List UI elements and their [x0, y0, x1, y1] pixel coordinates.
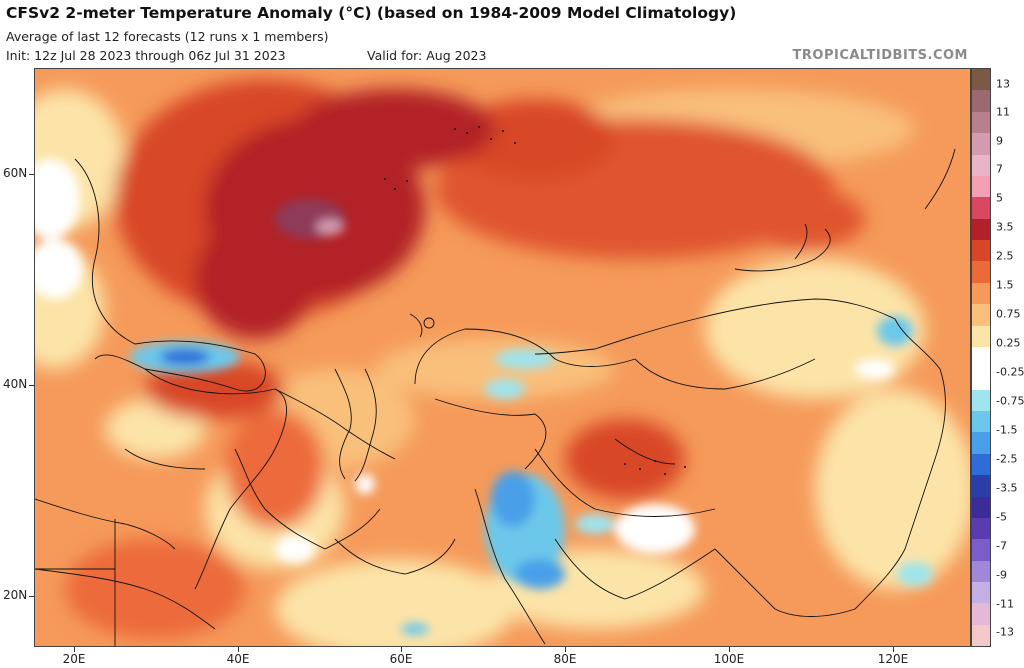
colorbar-label: -13 — [996, 625, 1014, 639]
colorbar-label: 3.5 — [996, 220, 1014, 234]
colorbar-label: 5 — [996, 191, 1003, 205]
inland-seas — [334, 313, 435, 482]
lon-label-20e: 20E — [62, 652, 86, 666]
colorbar-swatch — [972, 175, 990, 198]
lat-tick-20 — [29, 596, 34, 597]
colorbar-swatch — [972, 624, 990, 647]
colorbar-label: 0.25 — [996, 336, 1021, 350]
colorbar-label: -0.25 — [996, 365, 1024, 379]
site-credit[interactable]: TROPICALTIDBITS.COM — [792, 48, 968, 63]
init-info: Init: 12z Jul 28 2023 through 06z Jul 31… — [6, 48, 286, 63]
colorbar-swatch — [972, 218, 990, 240]
lon-tick-120 — [893, 647, 894, 652]
colorbar-label: 9 — [996, 134, 1003, 148]
colorbar — [971, 68, 991, 647]
map-svg — [35, 69, 970, 646]
colorbar-label: -2.5 — [996, 452, 1018, 466]
lat-tick-60 — [29, 174, 34, 175]
colorbar-swatch — [972, 453, 990, 476]
colorbar-swatch — [972, 133, 990, 155]
colorbar-swatch — [972, 368, 990, 390]
colorbar-swatch — [972, 432, 990, 454]
lon-label-60e: 60E — [389, 652, 413, 666]
coastlines-borders — [35, 148, 956, 646]
colorbar-label: -3.5 — [996, 481, 1018, 495]
colorbar-swatch — [972, 496, 990, 518]
colorbar-label: -9 — [996, 568, 1007, 582]
chart-subtitle: Average of last 12 forecasts (12 runs x … — [6, 29, 329, 44]
colorbar-label: 0.75 — [996, 307, 1021, 321]
lon-tick-20 — [74, 647, 75, 652]
colorbar-label: 1.5 — [996, 278, 1014, 292]
lon-label-100e: 100E — [713, 652, 745, 666]
colorbar-swatch — [972, 582, 990, 604]
colorbar-swatch — [972, 240, 990, 262]
temperature-anomaly-map[interactable] — [34, 68, 971, 647]
lon-tick-80 — [565, 647, 566, 652]
colorbar-swatch — [972, 69, 990, 91]
colorbar-swatch — [972, 603, 990, 625]
lon-tick-100 — [729, 647, 730, 652]
colorbar-label: 13 — [996, 77, 1010, 91]
lon-label-120e: 120E — [877, 652, 909, 666]
colorbar-swatch — [972, 539, 990, 561]
lat-label-20n: 20N — [3, 588, 28, 602]
colorbar-swatch — [972, 475, 990, 497]
colorbar-swatch — [972, 261, 990, 283]
lon-label-80e: 80E — [553, 652, 577, 666]
colorbar-swatch — [972, 282, 990, 305]
colorbar-label: -5 — [996, 510, 1007, 524]
anomaly-field-layers — [35, 79, 970, 646]
colorbar-label: 2.5 — [996, 249, 1014, 263]
colorbar-swatch — [972, 560, 990, 582]
colorbar-label: 7 — [996, 162, 1003, 176]
colorbar-swatch — [972, 325, 990, 347]
colorbar-label: -0.75 — [996, 394, 1024, 408]
colorbar-swatch — [972, 90, 990, 112]
colorbar-swatch — [972, 154, 990, 176]
anomaly-extremes — [35, 159, 933, 635]
colorbar-label: 11 — [996, 105, 1010, 119]
colorbar-swatch — [972, 346, 990, 369]
colorbar-label: -1.5 — [996, 423, 1018, 437]
lon-tick-40 — [238, 647, 239, 652]
lat-tick-40 — [29, 385, 34, 386]
colorbar-swatch — [972, 111, 990, 134]
colorbar-swatch — [972, 304, 990, 326]
colorbar-label: -7 — [996, 539, 1007, 553]
valid-info: Valid for: Aug 2023 — [367, 48, 487, 63]
chart-title: CFSv2 2-meter Temperature Anomaly (°C) (… — [6, 4, 737, 22]
colorbar-swatch — [972, 389, 990, 411]
lat-label-40n: 40N — [3, 377, 28, 391]
lat-label-60n: 60N — [3, 166, 28, 180]
lon-tick-60 — [401, 647, 402, 652]
colorbar-swatch — [972, 411, 990, 433]
colorbar-swatch — [972, 197, 990, 219]
colorbar-swatch — [972, 517, 990, 540]
lon-label-40e: 40E — [226, 652, 250, 666]
colorbar-label: -11 — [996, 597, 1014, 611]
lake-dots — [384, 126, 686, 475]
